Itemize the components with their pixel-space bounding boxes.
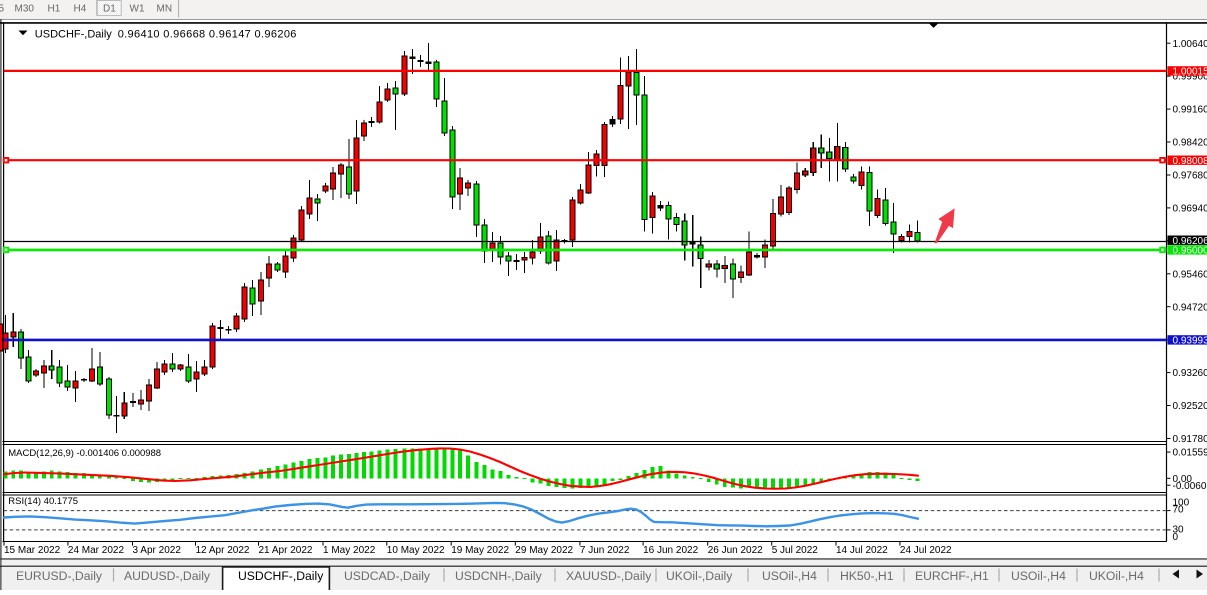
svg-text:10 May 2022: 10 May 2022 [387, 545, 445, 556]
svg-text:D1: D1 [103, 3, 116, 14]
svg-text:0.93993: 0.93993 [1173, 336, 1207, 347]
svg-text:0.015596: 0.015596 [1173, 448, 1207, 459]
svg-text:HK50-,H1: HK50-,H1 [840, 569, 894, 583]
svg-text:USDCHF-,Daily: USDCHF-,Daily [35, 28, 113, 40]
svg-text:19 May 2022: 19 May 2022 [451, 545, 509, 556]
svg-text:24 Jul 2022: 24 Jul 2022 [900, 545, 952, 556]
svg-text:29 May 2022: 29 May 2022 [515, 545, 573, 556]
svg-text:0: 0 [1173, 532, 1179, 543]
svg-text:RSI(14) 40.1775: RSI(14) 40.1775 [8, 496, 78, 507]
svg-text:USDCAD-,Daily: USDCAD-,Daily [344, 569, 431, 583]
svg-text:14 Jul 2022: 14 Jul 2022 [836, 545, 888, 556]
svg-text:USDCNH-,Daily: USDCNH-,Daily [455, 569, 543, 583]
svg-text:EURUSD-,Daily: EURUSD-,Daily [16, 569, 103, 583]
svg-text:70: 70 [1173, 505, 1185, 516]
svg-text:0.95460: 0.95460 [1173, 269, 1207, 280]
svg-text:0.96410 0.96668 0.96147 0.9620: 0.96410 0.96668 0.96147 0.96206 [118, 28, 297, 40]
svg-text:AUDUSD-,Daily: AUDUSD-,Daily [124, 569, 211, 583]
svg-text:0.96940: 0.96940 [1173, 204, 1207, 215]
svg-text:0.96000: 0.96000 [1173, 246, 1207, 257]
svg-text:EURCHF-,H1: EURCHF-,H1 [915, 569, 989, 583]
svg-text:26 Jun 2022: 26 Jun 2022 [708, 545, 763, 556]
svg-text:24 Mar 2022: 24 Mar 2022 [68, 545, 125, 556]
svg-text:1.00015: 1.00015 [1173, 67, 1207, 78]
svg-text:0.98420: 0.98420 [1173, 138, 1207, 149]
svg-text:0.97680: 0.97680 [1173, 171, 1207, 182]
svg-text:H1: H1 [48, 3, 61, 14]
svg-text:M30: M30 [15, 3, 35, 14]
svg-text:1.00640: 1.00640 [1173, 39, 1207, 50]
svg-text:0.93260: 0.93260 [1173, 368, 1207, 379]
svg-text:USOil-,H4: USOil-,H4 [762, 569, 817, 583]
svg-text:7 Jun 2022: 7 Jun 2022 [580, 545, 630, 556]
svg-text:0.92520: 0.92520 [1173, 401, 1207, 412]
svg-text:0.94720: 0.94720 [1173, 302, 1207, 313]
svg-text:H4: H4 [74, 3, 87, 14]
svg-text:USDCHF-,Daily: USDCHF-,Daily [238, 569, 324, 583]
svg-text:USOil-,H4: USOil-,H4 [1011, 569, 1066, 583]
svg-text:0.91780: 0.91780 [1173, 434, 1207, 445]
svg-text:UKOil-,H4: UKOil-,H4 [1089, 569, 1144, 583]
svg-text:0.98008: 0.98008 [1173, 156, 1207, 167]
svg-text:0.99160: 0.99160 [1173, 105, 1207, 116]
svg-text:15 Mar 2022: 15 Mar 2022 [4, 545, 61, 556]
svg-text:16 Jun 2022: 16 Jun 2022 [643, 545, 698, 556]
svg-text:MACD(12,26,9) -0.001406 0.0009: MACD(12,26,9) -0.001406 0.000988 [8, 448, 161, 459]
svg-text:5: 5 [0, 3, 5, 14]
svg-text:12 Apr 2022: 12 Apr 2022 [196, 545, 250, 556]
svg-text:MN: MN [157, 3, 173, 14]
svg-text:21 Apr 2022: 21 Apr 2022 [259, 545, 313, 556]
svg-text:UKOil-,Daily: UKOil-,Daily [666, 569, 733, 583]
svg-text:3 Apr 2022: 3 Apr 2022 [133, 545, 182, 556]
svg-text:-0.006055: -0.006055 [1173, 481, 1207, 492]
svg-text:5 Jul 2022: 5 Jul 2022 [772, 545, 819, 556]
svg-text:1 May 2022: 1 May 2022 [323, 545, 376, 556]
svg-text:W1: W1 [130, 3, 145, 14]
svg-text:XAUUSD-,Daily: XAUUSD-,Daily [566, 569, 652, 583]
